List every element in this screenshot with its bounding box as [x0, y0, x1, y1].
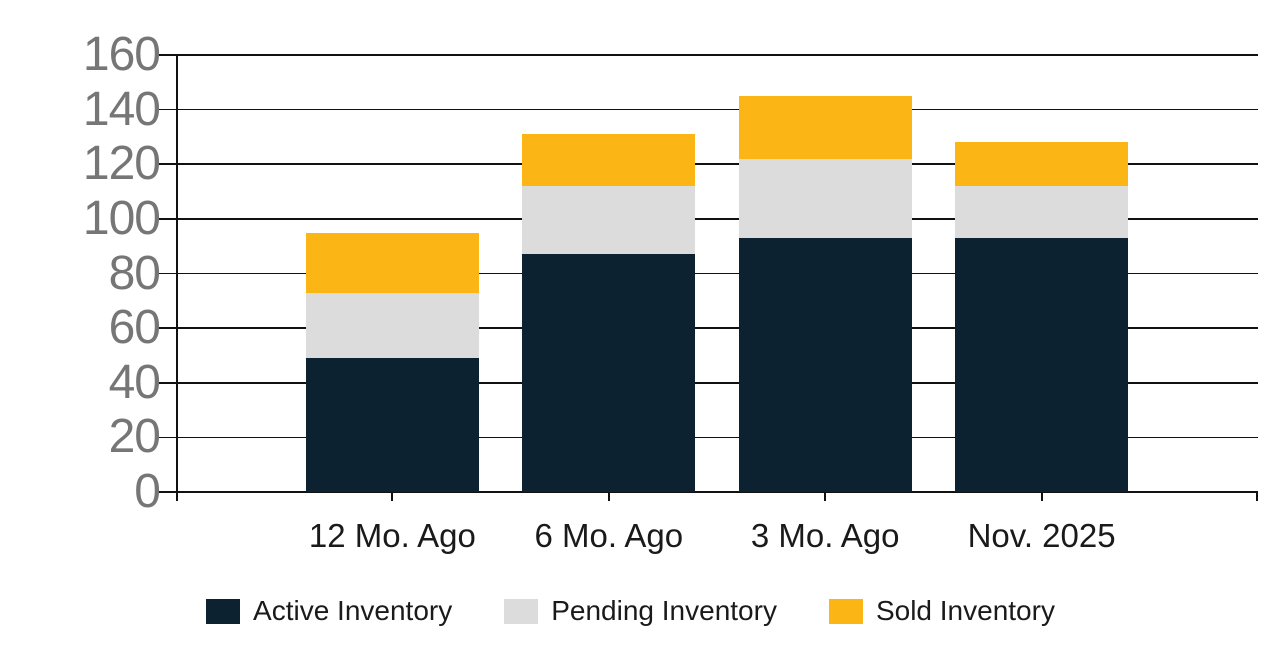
bar-segment-pending-inventory	[738, 158, 912, 238]
y-tick-label-120: 120	[82, 137, 161, 191]
x-axis-label-2: 6 Mo. Ago	[534, 517, 684, 554]
gridline-y-0	[158, 491, 1258, 493]
x-axis-tick-2	[607, 492, 610, 501]
legend-swatch-active-inventory	[206, 598, 241, 624]
plot-area	[158, 54, 1258, 501]
legend-item-sold-inventory: Sold Inventory	[828, 595, 1055, 626]
bar-stack-2	[522, 55, 696, 492]
gridline-y-60	[158, 327, 1258, 329]
bar-segment-pending-inventory	[522, 186, 696, 255]
bar-segment-active-inventory	[955, 238, 1129, 492]
y-axis-line	[176, 55, 178, 499]
bar-segment-sold-inventory	[738, 95, 912, 159]
legend-item-pending-inventory: Pending Inventory	[504, 596, 777, 626]
legend-swatch-sold-inventory	[828, 598, 863, 624]
legend-label-sold-inventory: Sold Inventory	[875, 595, 1055, 626]
y-tick-label-140: 140	[82, 82, 161, 136]
bar-segment-active-inventory	[738, 238, 912, 492]
y-tick-label-40: 40	[108, 355, 161, 409]
bar-segment-sold-inventory	[955, 142, 1129, 187]
x-axis-right-end-tick	[1256, 492, 1258, 501]
bar-segment-sold-inventory	[522, 134, 696, 187]
bar-segment-pending-inventory	[305, 292, 479, 359]
gridline-y-80	[158, 272, 1258, 275]
legend-label-pending-inventory: Pending Inventory	[551, 595, 777, 626]
x-axis-label-1: 12 Mo. Ago	[308, 517, 476, 554]
gridline-y-20	[158, 436, 1258, 439]
x-axis-tick-4	[1040, 492, 1043, 501]
x-axis-tick-3	[824, 492, 827, 501]
x-axis-left-end-tick	[176, 492, 178, 501]
chart-legend: Active Inventory Pending Inventory Sold In…	[0, 596, 1261, 626]
y-tick-label-20: 20	[108, 410, 161, 464]
bar-segment-active-inventory	[522, 254, 696, 492]
bar-stack-1	[305, 55, 479, 492]
legend-item-active-inventory: Active Inventory	[206, 596, 452, 626]
y-tick-label-0: 0	[134, 465, 161, 518]
gridline-y-140	[158, 108, 1258, 111]
gridline-y-40	[158, 381, 1258, 384]
y-tick-label-60: 60	[108, 301, 161, 355]
y-tick-label-80: 80	[108, 246, 161, 300]
bar-stack-4	[955, 55, 1129, 492]
x-axis-label-3: 3 Mo. Ago	[750, 517, 900, 554]
y-tick-label-100: 100	[82, 191, 161, 245]
gridline-y-100	[158, 218, 1258, 220]
gridline-y-120	[158, 163, 1258, 166]
bar-segment-sold-inventory	[305, 232, 479, 293]
x-axis-label-4: Nov. 2025	[967, 517, 1116, 554]
x-axis-tick-1	[391, 492, 394, 501]
bar-segment-active-inventory	[305, 358, 479, 492]
bar-segment-pending-inventory	[955, 186, 1129, 238]
gridline-y-160	[158, 54, 1258, 56]
legend-swatch-pending-inventory	[504, 598, 539, 624]
bar-stack-3	[738, 55, 912, 492]
y-tick-label-160: 160	[82, 28, 161, 81]
legend-label-active-inventory: Active Inventory	[253, 595, 453, 626]
